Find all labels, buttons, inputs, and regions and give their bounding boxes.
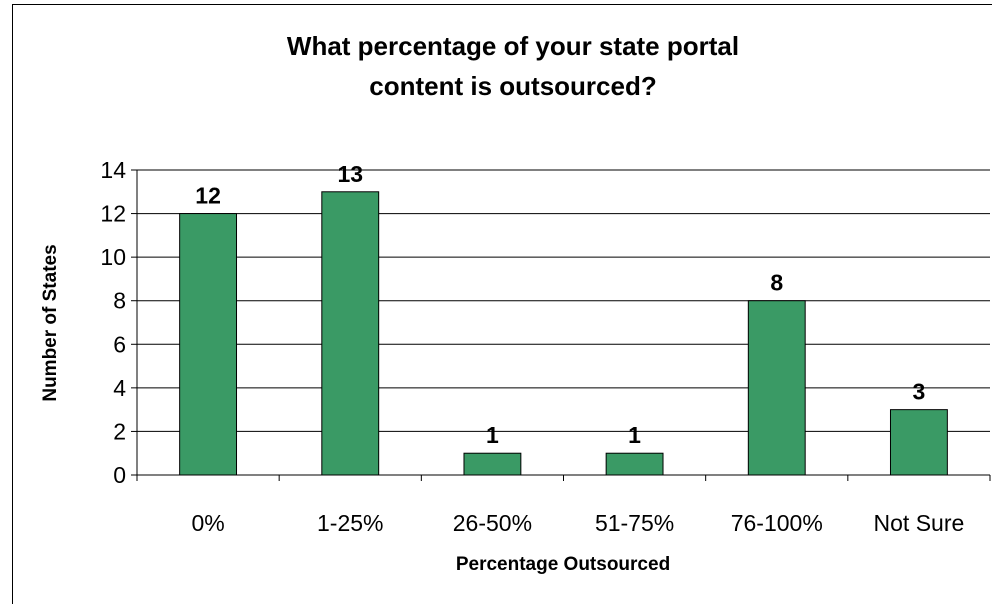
y-tick-label: 0 xyxy=(113,462,126,488)
bar xyxy=(889,409,948,476)
x-tick-label: Not Sure xyxy=(874,510,965,536)
data-label: 3 xyxy=(913,379,926,405)
data-label: 12 xyxy=(195,183,221,209)
data-label: 1 xyxy=(486,422,499,448)
chart-frame xyxy=(12,4,992,604)
x-tick-label: 1-25% xyxy=(317,510,383,536)
chart-title-line-2: content is outsourced? xyxy=(369,71,656,101)
x-tick-label: 51-75% xyxy=(595,510,674,536)
bar xyxy=(179,213,238,476)
y-tick-label: 6 xyxy=(113,331,126,357)
bar xyxy=(321,191,380,476)
x-tick-label: 0% xyxy=(191,510,224,536)
chart-title-line-1: What percentage of your state portal xyxy=(287,31,739,61)
x-tick-label: 76-100% xyxy=(731,510,823,536)
x-tick-label: 26-50% xyxy=(453,510,532,536)
data-label: 8 xyxy=(770,270,783,296)
y-tick-label: 8 xyxy=(113,288,126,314)
bar xyxy=(747,300,806,476)
y-axis-title: Number of States xyxy=(40,244,61,401)
y-tick-label: 14 xyxy=(100,157,126,183)
y-tick-label: 12 xyxy=(100,201,126,227)
y-tick-label: 10 xyxy=(100,244,126,270)
data-label: 13 xyxy=(337,161,363,187)
y-tick-label: 4 xyxy=(113,375,126,401)
y-tick-label: 2 xyxy=(113,418,126,444)
x-axis-title: Percentage Outsourced xyxy=(456,554,670,575)
plot-area: 0 2 4 6 8 10 12 14 12 0% 13 1-25% 1 26-50% 1 51-75% 8 76-… xyxy=(100,157,991,536)
data-label: 1 xyxy=(628,422,641,448)
bar xyxy=(605,452,664,476)
bar xyxy=(463,452,522,476)
